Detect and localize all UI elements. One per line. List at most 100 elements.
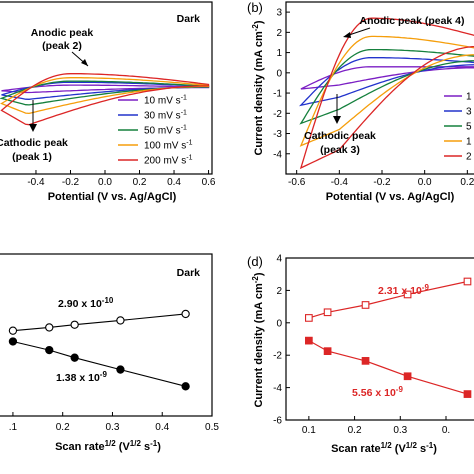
panel-b-curve-50: [299, 48, 474, 125]
panel-b-legend-label-10: 1: [466, 92, 472, 103]
panel-a-x-tick-label: -0.2: [62, 177, 80, 188]
panel-d-points: [305, 277, 472, 398]
panel-b-anodic-annotation: Anodic peak (peak 4): [343, 15, 465, 38]
panel-b-y-axis-title: Current density (mA cm-2): [251, 20, 265, 155]
panel-d-y-tick-label: -4: [273, 383, 282, 394]
panel-b-cathodic-annotation: Cathodic peak (peak 3): [304, 94, 376, 156]
panel-b-y-tick-label: -4: [273, 149, 282, 160]
panel-a-cathodic-line2: (peak 1): [12, 151, 52, 163]
panel-c-dark-label: Dark: [177, 267, 201, 279]
panel-b-x-axis-title: Potential (V vs. Ag/AgCl): [326, 191, 455, 203]
panel-b-cathodic-arrowhead: [333, 116, 341, 124]
panel-d-x-tick-label: 0.1: [302, 425, 316, 436]
panel-a-cathodic-line1: Cathodic peak: [0, 137, 68, 149]
panel-d-x-tick-label: 0.: [442, 425, 450, 436]
panel-b-anodic-line1: Anodic peak (peak 4): [359, 15, 464, 27]
panel-d-slope-anodic: 2.31 x 10-9: [378, 283, 429, 297]
panel-a-x-tick-label: 0.6: [202, 177, 216, 188]
panel-c-x-tick-label: 0.3: [106, 422, 120, 433]
panel-c-line-anodic: [12, 313, 186, 332]
panel-d-slope-cathodic: 5.56 x 10-9: [352, 385, 403, 399]
panel-a-dark-label: Dark: [177, 13, 201, 25]
panel-a-anodic-annotation: Anodic peak (peak 2): [31, 27, 93, 67]
panel-d-x-tick-label: 0.2: [348, 425, 362, 436]
panel-a-legend-label-10: 10 mV s-1: [144, 95, 187, 107]
panel-d-point-anodic: [305, 314, 313, 322]
panel-b-legend: 1 3 5 1 2: [444, 92, 472, 163]
panel-d-point-cathodic: [323, 347, 332, 356]
panel-d-point-cathodic: [463, 390, 472, 398]
panel-d-x-ticks: 0.1 0.2 0.3 0.: [302, 416, 450, 436]
panel-d-y-tick-label: 0: [276, 318, 282, 329]
panel-a-legend-label-100: 100 mV s-1: [144, 140, 193, 152]
panel-c-point-anodic: [116, 316, 125, 325]
panel-c-point-cathodic: [181, 382, 190, 391]
panel-b-anodic-arrowhead: [343, 32, 351, 38]
panel-d-label: (d): [247, 254, 263, 269]
panel-b-y-tick-label: 3: [276, 8, 282, 19]
panel-a-x-tick-label: 0.2: [133, 177, 147, 188]
panel-c-x-tick-label: 0.5: [205, 422, 219, 433]
panel-a-x-tick-label: 0.0: [98, 177, 112, 188]
panel-c-x-axis-title: Scan rate1/2 (V1/2 s-1): [55, 439, 161, 453]
panel-b-x-tick-label: 0.2: [460, 177, 474, 188]
panel-d-point-cathodic: [403, 372, 412, 381]
panel-d-y-tick-label: 4: [276, 254, 282, 265]
panel-b-x-tick-label: -0.4: [331, 177, 349, 188]
panel-b-legend-label-200: 2: [466, 152, 472, 163]
panel-a-anodic-arrowhead: [81, 59, 88, 66]
panel-b-y-tick-label: 1: [276, 48, 282, 59]
panel-c-x-tick-label: 0.2: [56, 422, 70, 433]
panel-d-y-tick-label: 2: [276, 286, 282, 297]
panel-d-point-anodic: [323, 308, 332, 317]
panel-c-point-anodic: [70, 320, 79, 329]
panel-b-x-tick-label: -0.2: [373, 177, 391, 188]
panel-c-point-anodic: [45, 323, 54, 332]
panel-c-point-anodic: [8, 326, 18, 335]
panel-a-legend-label-200: 200 mV s-1: [144, 155, 193, 167]
panel-a-cathodic-arrowhead: [29, 124, 37, 132]
panel-b-x-ticks: -0.6 -0.4 -0.2 0.0 0.2: [288, 170, 474, 188]
panel-c: Dark .1 0.2 0.3 0.4 0.5 2.90 x 10-10 1.38 x …: [0, 253, 219, 453]
panel-b-y-tick-label: -2: [273, 109, 282, 120]
panel-b-y-tick-label: 0: [276, 68, 282, 79]
panel-d: (d) 0.1 0.2 0.3 0. -6 -4 -2 0 2 4 2.31 x 10-9 5.…: [247, 254, 474, 455]
panel-b-curve-30: [298, 56, 474, 107]
panel-a-x-tick-label: -0.4: [27, 177, 45, 188]
panel-a-legend: 10 mV s-1 30 mV s-1 50 mV s-1 100 mV s-1 200…: [118, 95, 193, 167]
panel-b-y-tick-label: 2: [276, 28, 282, 39]
panel-a-x-ticks: -0.4 -0.2 0.0 0.2 0.4 0.6: [27, 170, 216, 188]
panel-a-x-tick-label: 0.4: [167, 177, 181, 188]
panel-d-point-anodic: [463, 277, 472, 286]
panel-a-cathodic-annotation: Cathodic peak (peak 1): [0, 100, 68, 163]
panel-b-curves: [298, 17, 474, 170]
panel-a: -0.4 -0.2 0.0 0.2 0.4 0.6 Dark Anodic peak (p…: [0, 1, 216, 203]
panel-b-curve-200: [299, 17, 474, 170]
panel-c-point-cathodic: [8, 337, 18, 346]
panel-b-legend-label-30: 3: [466, 107, 472, 118]
panel-d-y-axis-title: Current density (mA cm-2): [251, 272, 265, 407]
panel-d-point-cathodic: [305, 336, 313, 345]
panel-b-label: (b): [247, 0, 263, 15]
panel-c-x-ticks: .1 0.2 0.3 0.4 0.5: [9, 412, 219, 433]
panel-b-cathodic-line1: Cathodic peak: [304, 130, 376, 142]
panel-b-legend-label-50: 5: [466, 122, 472, 133]
panel-a-curve-200: [0, 73, 210, 126]
panel-b-y-ticks: -4 -3 -2 -1 0 1 2 3: [273, 8, 290, 160]
panel-d-point-anodic: [403, 290, 412, 299]
panel-c-frame: [0, 253, 213, 417]
panel-d-y-ticks: -6 -4 -2 0 2 4: [273, 254, 290, 427]
panel-b-x-tick-label: -0.6: [288, 177, 306, 188]
panel-d-fit-lines: [308, 280, 468, 395]
panel-d-x-tick-label: 0.3: [393, 425, 407, 436]
panel-b-cathodic-line2: (peak 3): [320, 144, 360, 156]
panel-a-curves: [0, 73, 210, 126]
panel-b: (b) -0.6 -0.4 -0.2 0.0 0.2 -4 -3 -2 -1 0 1 2 3 Anod…: [247, 0, 474, 203]
panel-b-y-tick-label: -1: [273, 89, 282, 100]
panel-c-point-cathodic: [70, 353, 79, 362]
panel-a-x-axis-title: Potential (V vs. Ag/AgCl): [48, 191, 177, 203]
panel-d-y-tick-label: -6: [273, 416, 282, 427]
panel-c-slope-cathodic: 1.38 x 10-9: [56, 370, 107, 384]
panel-b-legend-label-100: 1: [466, 137, 472, 148]
